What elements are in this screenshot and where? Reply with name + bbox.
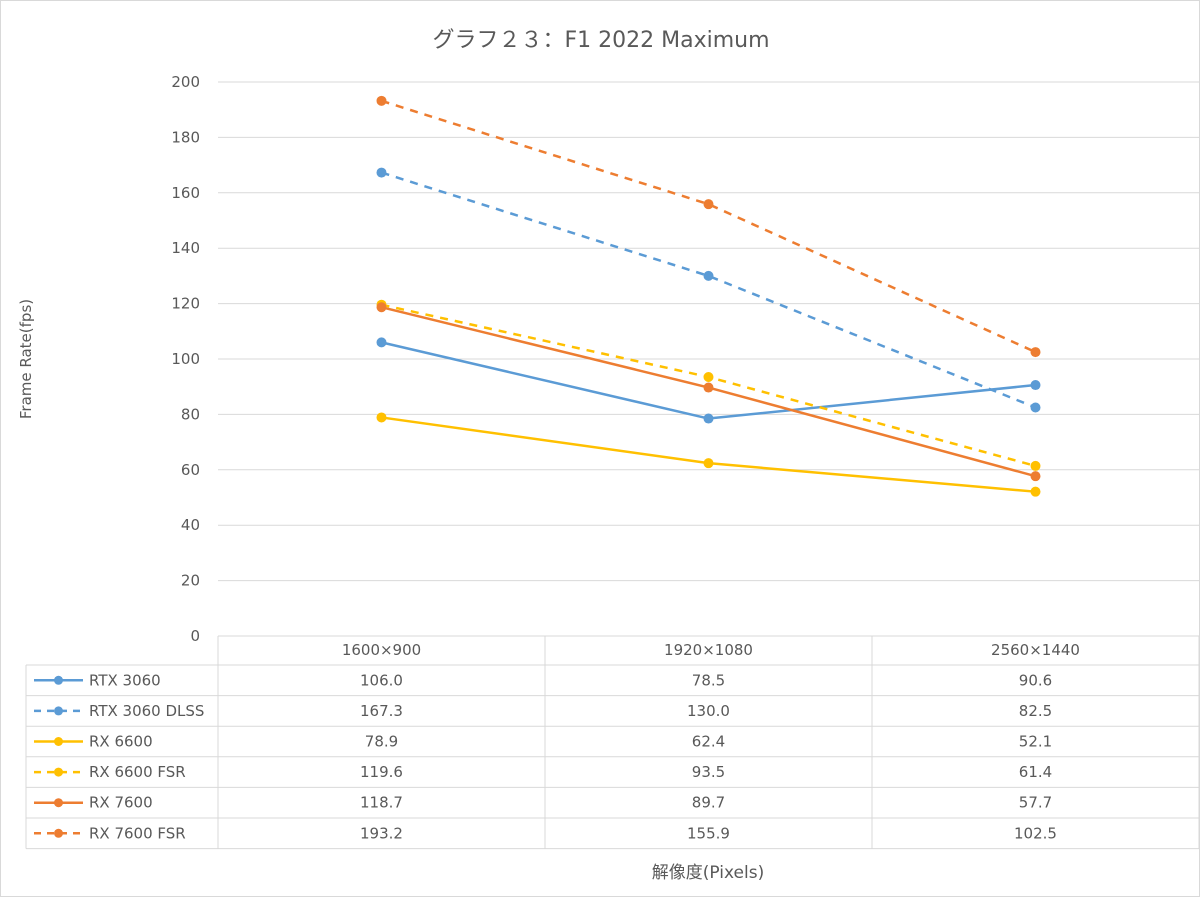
table-cell-value: 193.2: [360, 824, 403, 842]
legend-series-name: RTX 3060 DLSS: [89, 702, 204, 720]
data-point: [703, 413, 714, 424]
table-cell-value: 82.5: [1019, 702, 1052, 720]
x-tick-label: 1600×900: [342, 641, 421, 659]
table-cell-value: 130.0: [687, 702, 730, 720]
y-tick-label: 40: [181, 516, 200, 534]
y-tick-label: 180: [171, 128, 200, 146]
data-point: [376, 167, 387, 178]
series-line: [381, 99, 1037, 354]
data-point: [1030, 402, 1041, 413]
series-line: [381, 416, 1036, 493]
legend-key-marker: [54, 675, 63, 685]
table-cell-value: 57.7: [1019, 794, 1052, 812]
data-point: [703, 270, 714, 281]
table-cell-value: 62.4: [692, 733, 725, 751]
y-axis-label: Frame Rate(fps): [17, 299, 35, 419]
table-cell-value: 102.5: [1014, 824, 1057, 842]
y-tick-label: 160: [171, 184, 200, 202]
y-tick-label: 120: [171, 295, 200, 313]
data-point: [1030, 380, 1041, 391]
legend-series-name: RTX 3060: [89, 671, 161, 689]
table-cell-value: 167.3: [360, 702, 403, 720]
legend-series-name: RX 6600: [89, 733, 153, 751]
data-table: 1600×900 1920×1080 2560×1440 RTX 3060 106.0 7…: [25, 635, 1200, 850]
data-point: [703, 372, 714, 383]
legend-key-marker: [54, 828, 63, 838]
y-tick-labels: 0 20 40 60 80 100 120 140 160 180 200: [171, 73, 200, 645]
table-cell-value: 106.0: [360, 671, 403, 689]
table-cell-value: 119.6: [360, 763, 403, 781]
gridlines: [218, 81, 1199, 582]
legend-key-marker: [54, 767, 63, 777]
table-cell-value: 93.5: [692, 763, 725, 781]
table-cell-value: 78.9: [365, 733, 398, 751]
y-tick-label: 100: [171, 350, 200, 368]
x-tick-label: 2560×1440: [991, 641, 1080, 659]
y-tick-label: 80: [181, 405, 200, 423]
table-cell-value: 52.1: [1019, 733, 1052, 751]
table-cell-value: 89.7: [692, 794, 725, 812]
data-point: [1030, 471, 1041, 482]
chart-title: グラフ２３：F1 2022 Maximum: [432, 28, 769, 53]
x-axis-label: 解像度(Pixels): [652, 863, 764, 883]
legend-series-name: RX 7600: [89, 794, 153, 812]
data-point: [1030, 347, 1041, 358]
legend-series-name: RX 6600 FSR: [89, 763, 186, 781]
table-cell-value: 118.7: [360, 794, 403, 812]
data-point: [376, 95, 387, 106]
data-point: [376, 412, 387, 423]
data-point: [376, 337, 387, 348]
data-point: [1030, 460, 1041, 471]
table-cell-value: 90.6: [1019, 671, 1052, 689]
table-cell-value: 155.9: [687, 824, 730, 842]
y-tick-label: 200: [171, 73, 200, 91]
table-cell-value: 61.4: [1019, 763, 1052, 781]
data-point: [1030, 486, 1041, 497]
y-tick-label: 140: [171, 239, 200, 257]
series-line: [381, 171, 1036, 409]
data-point: [376, 302, 387, 313]
data-point: [703, 382, 714, 393]
y-tick-label: 60: [181, 461, 200, 479]
legend-key-marker: [54, 706, 63, 716]
legend-key-marker: [54, 798, 63, 808]
x-tick-label: 1920×1080: [664, 641, 753, 659]
legend-series-name: RX 7600 FSR: [89, 824, 186, 842]
y-tick-label: 0: [190, 627, 200, 645]
data-point: [703, 458, 714, 469]
series-lines: [376, 95, 1041, 497]
y-tick-label: 20: [181, 572, 200, 590]
table-cell-value: 78.5: [692, 671, 725, 689]
data-point: [703, 199, 714, 210]
legend-key-marker: [54, 737, 63, 746]
